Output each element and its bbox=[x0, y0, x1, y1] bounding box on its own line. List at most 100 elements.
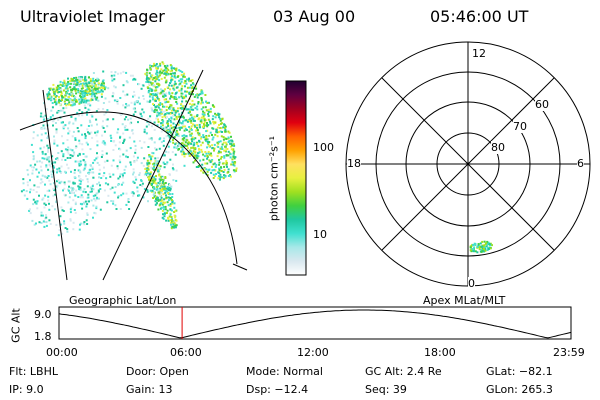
emission-pixel bbox=[213, 105, 216, 108]
emission-pixel bbox=[55, 128, 58, 131]
emission-pixel bbox=[60, 88, 63, 91]
info-flt: Flt: LBHL bbox=[9, 365, 58, 378]
emission-pixel bbox=[85, 101, 88, 104]
emission-pixel bbox=[96, 91, 99, 94]
emission-pixel bbox=[211, 159, 214, 161]
emission-pixel bbox=[60, 172, 62, 174]
emission-pixel bbox=[177, 107, 179, 110]
emission-pixel bbox=[79, 94, 82, 97]
emission-pixel bbox=[87, 196, 90, 199]
emission-pixel bbox=[89, 99, 92, 102]
emission-pixel bbox=[78, 153, 81, 156]
emission-pixel bbox=[474, 243, 477, 246]
emission-pixel bbox=[58, 91, 61, 93]
emission-pixel bbox=[218, 169, 221, 172]
emission-pixel bbox=[184, 80, 187, 83]
emission-pixel bbox=[233, 157, 236, 160]
emission-pixel bbox=[207, 150, 210, 153]
emission-pixel bbox=[158, 147, 161, 150]
emission-pixel bbox=[179, 70, 182, 73]
emission-pixel bbox=[198, 139, 200, 142]
emission-pixel bbox=[173, 83, 176, 86]
emission-pixel bbox=[200, 108, 203, 111]
emission-pixel bbox=[98, 168, 101, 171]
emission-pixel bbox=[45, 216, 48, 219]
info-glon: GLon: 265.3 bbox=[486, 383, 553, 396]
emission-pixel bbox=[206, 155, 209, 158]
emission-pixel bbox=[172, 72, 175, 75]
emission-pixel bbox=[206, 125, 209, 128]
emission-pixel bbox=[27, 173, 30, 176]
emission-pixel bbox=[58, 98, 61, 101]
emission-pixel bbox=[53, 135, 55, 138]
emission-pixel bbox=[76, 83, 79, 86]
emission-pixel bbox=[233, 170, 236, 173]
emission-pixel bbox=[73, 77, 76, 79]
auroral-emission-geo bbox=[20, 61, 238, 237]
emission-pixel bbox=[78, 80, 81, 83]
emission-pixel bbox=[37, 186, 40, 189]
emission-pixel bbox=[190, 122, 193, 125]
emission-pixel bbox=[232, 154, 235, 157]
emission-pixel bbox=[162, 213, 164, 216]
emission-pixel bbox=[22, 182, 25, 185]
emission-pixel bbox=[185, 119, 187, 122]
emission-pixel bbox=[112, 118, 115, 121]
info-gcalt: GC Alt: 2.4 Re bbox=[365, 365, 442, 378]
emission-pixel bbox=[46, 144, 49, 147]
emission-pixel bbox=[96, 196, 98, 199]
emission-pixel bbox=[86, 185, 89, 188]
emission-pixel bbox=[177, 148, 180, 151]
emission-pixel bbox=[132, 171, 135, 174]
emission-pixel bbox=[91, 167, 94, 170]
emission-pixel bbox=[92, 216, 94, 219]
emission-pixel bbox=[102, 79, 105, 82]
emission-pixel bbox=[196, 114, 199, 117]
emission-pixel bbox=[73, 86, 76, 89]
emission-pixel bbox=[68, 82, 71, 85]
emission-pixel bbox=[175, 115, 178, 118]
emission-pixel bbox=[184, 127, 187, 130]
emission-pixel bbox=[36, 200, 39, 203]
emission-pixel bbox=[186, 147, 189, 150]
emission-pixel bbox=[151, 78, 154, 81]
emission-pixel bbox=[172, 168, 175, 171]
emission-pixel bbox=[92, 171, 95, 174]
emission-pixel bbox=[62, 210, 65, 212]
emission-pixel bbox=[48, 160, 51, 163]
emission-pixel bbox=[188, 102, 191, 105]
emission-pixel bbox=[93, 97, 96, 100]
emission-pixel bbox=[196, 129, 199, 132]
emission-pixel bbox=[199, 120, 202, 123]
emission-pixel bbox=[234, 156, 237, 159]
emission-pixel bbox=[476, 245, 479, 248]
emission-pixel bbox=[96, 123, 98, 126]
emission-pixel bbox=[160, 191, 163, 194]
emission-pixel bbox=[185, 100, 188, 103]
emission-pixel bbox=[90, 82, 93, 84]
emission-pixel bbox=[226, 171, 229, 174]
emission-pixel bbox=[83, 202, 86, 205]
emission-pixel bbox=[32, 151, 35, 154]
emission-pixel bbox=[42, 220, 45, 223]
emission-pixel bbox=[167, 219, 170, 222]
polar-plot bbox=[345, 41, 591, 287]
emission-pixel bbox=[229, 145, 232, 148]
emission-pixel bbox=[163, 105, 166, 108]
emission-pixel bbox=[192, 123, 195, 126]
emission-pixel bbox=[147, 80, 150, 83]
emission-pixel bbox=[178, 96, 181, 99]
emission-pixel bbox=[171, 220, 174, 223]
emission-pixel bbox=[147, 200, 149, 203]
emission-pixel bbox=[126, 81, 129, 84]
emission-pixel bbox=[219, 178, 221, 181]
emission-pixel bbox=[64, 227, 67, 229]
emission-pixel bbox=[147, 165, 150, 168]
emission-pixel bbox=[112, 200, 115, 203]
emission-pixel bbox=[67, 103, 70, 106]
emission-pixel bbox=[147, 168, 150, 171]
emission-pixel bbox=[38, 160, 41, 163]
emission-pixel bbox=[181, 85, 184, 88]
emission-pixel bbox=[174, 216, 177, 219]
emission-pixel bbox=[199, 126, 202, 129]
